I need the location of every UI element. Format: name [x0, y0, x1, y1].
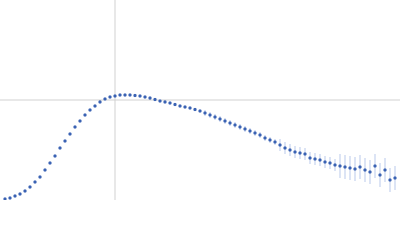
data-point: [393, 176, 397, 180]
data-point: [138, 94, 142, 98]
data-point: [168, 101, 172, 105]
data-point: [203, 111, 207, 115]
data-point: [233, 123, 237, 127]
data-point: [33, 180, 37, 184]
data-point: [133, 93, 137, 98]
data-point: [163, 100, 167, 104]
data-point: [68, 132, 72, 136]
data-point: [193, 107, 197, 112]
data-point: [188, 106, 192, 110]
data-point: [23, 189, 27, 193]
data-point: [238, 125, 242, 129]
data-point: [328, 161, 332, 165]
data-point: [3, 197, 7, 200]
data-point: [258, 133, 262, 137]
data-point: [278, 143, 282, 147]
data-point: [268, 138, 272, 142]
data-point: [318, 158, 322, 162]
data-point: [313, 157, 317, 161]
data-point: [298, 151, 302, 155]
data-point: [243, 127, 247, 131]
data-point: [53, 154, 57, 158]
data-point: [323, 160, 327, 164]
data-point: [303, 152, 307, 156]
data-point: [103, 97, 107, 101]
data-point: [218, 117, 222, 121]
data-point: [63, 139, 67, 143]
data-point: [48, 161, 52, 165]
data-point: [228, 121, 232, 125]
data-point: [73, 125, 77, 129]
data-point: [93, 104, 97, 108]
data-point: [98, 100, 102, 104]
data-point: [8, 196, 12, 200]
data-point: [78, 119, 82, 123]
data-point: [223, 119, 227, 123]
data-point: [208, 113, 212, 117]
chart: [0, 0, 400, 200]
data-point: [368, 170, 372, 174]
data-point: [288, 148, 292, 152]
data-point: [263, 136, 267, 140]
data-point: [308, 156, 312, 160]
data-point: [128, 93, 132, 97]
data-point: [373, 164, 377, 168]
data-point: [383, 168, 387, 172]
data-point: [143, 95, 147, 99]
data-point: [173, 102, 177, 107]
data-point: [113, 94, 117, 98]
data-point: [28, 185, 32, 189]
data-point: [83, 113, 87, 117]
data-point: [363, 168, 367, 172]
data-point: [108, 95, 112, 99]
data-point: [18, 192, 22, 196]
data-point: [273, 140, 277, 144]
data-point: [198, 109, 202, 113]
data-point: [348, 166, 352, 170]
data-point: [388, 178, 392, 182]
data-point: [333, 163, 337, 167]
data-point: [153, 97, 157, 102]
data-point: [343, 165, 347, 169]
data-point: [283, 146, 287, 150]
data-point: [88, 108, 92, 112]
data-point: [123, 93, 127, 97]
data-point: [248, 129, 252, 133]
data-point: [253, 131, 257, 135]
data-point: [58, 146, 62, 150]
data-point: [158, 99, 162, 103]
data-point: [148, 96, 152, 100]
data-point: [378, 173, 382, 177]
data-point: [213, 115, 217, 119]
data-point: [358, 165, 362, 169]
data-point: [338, 164, 342, 168]
data-point: [38, 175, 42, 179]
data-point: [178, 104, 182, 108]
data-point: [118, 93, 122, 97]
data-point: [43, 168, 47, 172]
data-point: [293, 150, 297, 154]
data-point: [183, 105, 187, 109]
data-point: [13, 194, 17, 198]
data-point: [353, 167, 357, 171]
